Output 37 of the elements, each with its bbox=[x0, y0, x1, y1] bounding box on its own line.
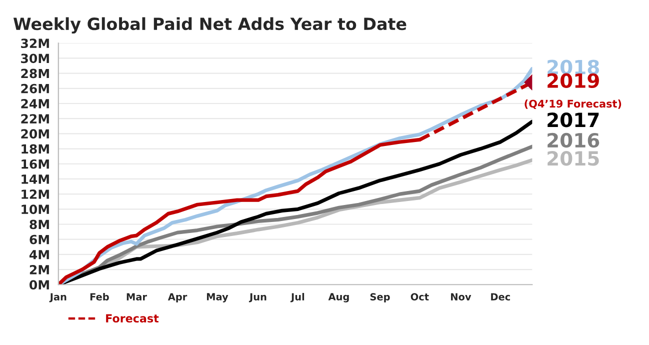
series-label: 2018 bbox=[548, 60, 599, 74]
legend-label: Forecast bbox=[106, 314, 159, 323]
y-tick-label: 24M bbox=[21, 98, 49, 108]
x-tick-label: Aug bbox=[328, 293, 349, 302]
y-tick-label: 6M bbox=[30, 234, 49, 244]
y-tick-label: 12M bbox=[22, 190, 49, 199]
x-tick-label: Jan bbox=[49, 293, 66, 302]
y-tick-label: 22M bbox=[21, 114, 49, 124]
x-tick-label: Oct bbox=[410, 293, 429, 300]
y-tick-label: 20M bbox=[21, 129, 49, 139]
y-tick-label: 2M bbox=[30, 265, 49, 274]
y-tick-label: 4M bbox=[30, 250, 49, 260]
x-tick-label: Jul bbox=[290, 292, 304, 302]
annotation: (Q4’19 Forecast) bbox=[524, 100, 622, 109]
series-label: 2016 bbox=[548, 132, 600, 148]
x-tick-label: Nov bbox=[451, 293, 472, 300]
x-tick-label: Sep bbox=[370, 293, 390, 302]
x-tick-label: May bbox=[206, 293, 228, 302]
x-tick-label: Mar bbox=[126, 293, 147, 300]
y-tick-label: 14M bbox=[22, 174, 49, 184]
series-label: 2015 bbox=[548, 151, 599, 166]
y-tick-label: 28M bbox=[21, 68, 49, 78]
x-tick-label: Apr bbox=[168, 293, 188, 302]
y-tick-label: 0M bbox=[30, 280, 49, 290]
y-tick-label: 32M bbox=[21, 38, 49, 48]
series-label: 2017 bbox=[548, 112, 599, 128]
y-tick-label: 30M bbox=[21, 54, 49, 64]
x-tick-label: Dec bbox=[491, 293, 510, 300]
y-tick-label: 18M bbox=[22, 144, 49, 154]
chart-title: Weekly Global Paid Net Adds Year to Date bbox=[13, 17, 406, 34]
y-tick-label: 10M bbox=[22, 204, 49, 214]
annotation: 2019 bbox=[548, 73, 599, 88]
x-tick-label: Feb bbox=[90, 292, 109, 300]
y-tick-label: 8M bbox=[30, 220, 49, 230]
y-tick-label: 16M bbox=[22, 159, 49, 169]
x-tick-label: Jun bbox=[248, 293, 266, 302]
y-tick-label: 26M bbox=[21, 84, 49, 94]
